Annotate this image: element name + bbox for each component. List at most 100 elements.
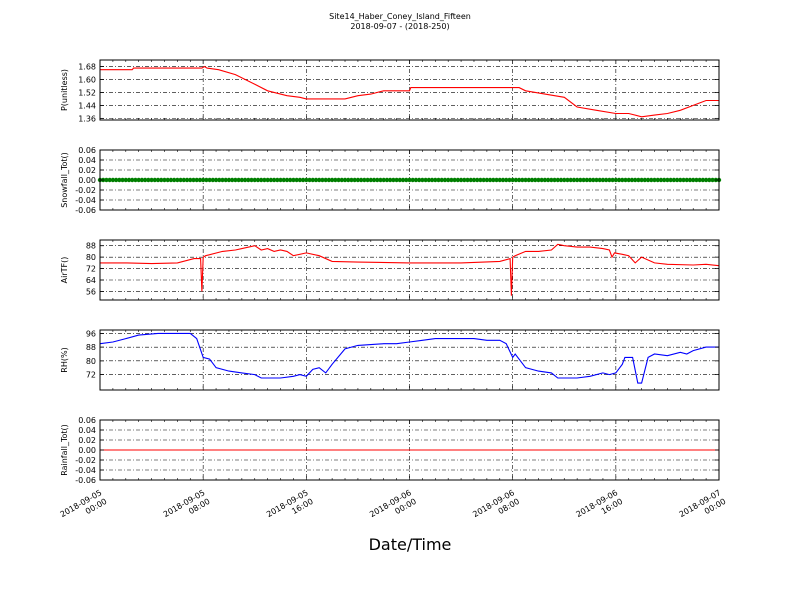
data-point [697, 177, 702, 183]
data-point [626, 177, 631, 183]
data-point [397, 177, 403, 183]
data-point [429, 177, 435, 183]
y-tick-label: 1.52 [78, 88, 96, 97]
data-point [407, 177, 412, 183]
data-point [394, 177, 399, 183]
data-point [378, 177, 383, 183]
y-tick-label: 80 [86, 253, 96, 262]
data-point [271, 177, 277, 183]
y-tick-label: 0.06 [78, 146, 96, 155]
data-point [455, 177, 461, 183]
data-point [684, 177, 689, 183]
data-point [616, 177, 622, 183]
y-tick-label: 88 [86, 343, 96, 352]
data-point [410, 177, 415, 183]
data-point [184, 177, 190, 183]
data-point [494, 177, 499, 183]
data-point [387, 177, 393, 183]
y-ticks: -0.06-0.04-0.020.000.020.040.06 [75, 416, 719, 485]
data-point [565, 177, 570, 183]
data-point [226, 177, 232, 183]
data-point [442, 177, 448, 183]
y-tick-label: 72 [86, 371, 96, 380]
y-ticks: 72 80 88 96 [86, 329, 719, 380]
data-point [329, 177, 335, 183]
data-point [426, 177, 432, 183]
data-point [142, 177, 148, 183]
data-point [462, 177, 467, 183]
data-point [665, 177, 670, 183]
data-point [320, 177, 325, 183]
data-point [439, 177, 444, 183]
data-point [188, 177, 193, 183]
data-point [130, 177, 135, 183]
data-point [229, 177, 235, 183]
data-point [700, 177, 706, 183]
data-point [623, 177, 628, 183]
data-point [381, 177, 386, 183]
data-point [584, 177, 590, 183]
data-point [194, 177, 199, 183]
data-point [678, 177, 683, 183]
data-point [491, 177, 496, 183]
panels: 1.361.441.521.601.68P(unitless)-0.06-0.0… [60, 59, 722, 485]
x-ticks [99, 60, 720, 120]
data-point [278, 177, 283, 183]
data-point [552, 177, 557, 183]
y-tick-label: 64 [86, 276, 96, 285]
y-tick-label: -0.04 [75, 196, 96, 205]
data-point [710, 177, 715, 183]
data-point [313, 177, 319, 183]
data-point [233, 177, 238, 183]
data-point [146, 177, 151, 183]
data-point [155, 177, 161, 183]
data-point [558, 177, 564, 183]
x-ticks [99, 240, 720, 300]
data-point [681, 177, 686, 183]
data-point [568, 177, 573, 183]
data-point [416, 177, 422, 183]
data-point [639, 177, 644, 183]
data-point [220, 177, 225, 183]
data-point [371, 177, 377, 183]
data-point [642, 177, 648, 183]
data-point [468, 177, 473, 183]
data-point [275, 177, 280, 183]
data-point [294, 177, 299, 183]
data-point [326, 177, 332, 183]
data-point [668, 177, 673, 183]
data-point [204, 177, 209, 183]
data-point [687, 177, 693, 183]
chart-title: Site14_Haber_Coney_Island_Fifteen [329, 12, 471, 21]
data-point [600, 177, 606, 183]
y-axis-label: Snowfall_Tot() [60, 152, 69, 208]
y-tick-label: 56 [86, 287, 96, 296]
data-point [268, 177, 274, 183]
data-point [291, 177, 296, 183]
data-point [465, 177, 470, 183]
data-point [104, 177, 109, 183]
data-point [191, 177, 196, 183]
data-point [649, 177, 654, 183]
data-point [658, 177, 664, 183]
data-point [400, 177, 406, 183]
data-point [136, 177, 141, 183]
data-point [117, 177, 122, 183]
data-point [671, 177, 677, 183]
data-point [284, 177, 290, 183]
data-point [475, 177, 480, 183]
data-point [536, 177, 541, 183]
data-point [197, 177, 203, 183]
data-point [594, 177, 599, 183]
data-point [497, 177, 502, 183]
data-point [484, 177, 490, 183]
data-point [362, 177, 367, 183]
data-point [300, 177, 306, 183]
y-tick-label: 1.36 [78, 114, 96, 123]
data-point [507, 177, 512, 183]
data-point [120, 177, 125, 183]
y-tick-label: 1.44 [78, 101, 96, 110]
data-point [123, 177, 128, 183]
y-tick-label: 80 [86, 357, 96, 366]
